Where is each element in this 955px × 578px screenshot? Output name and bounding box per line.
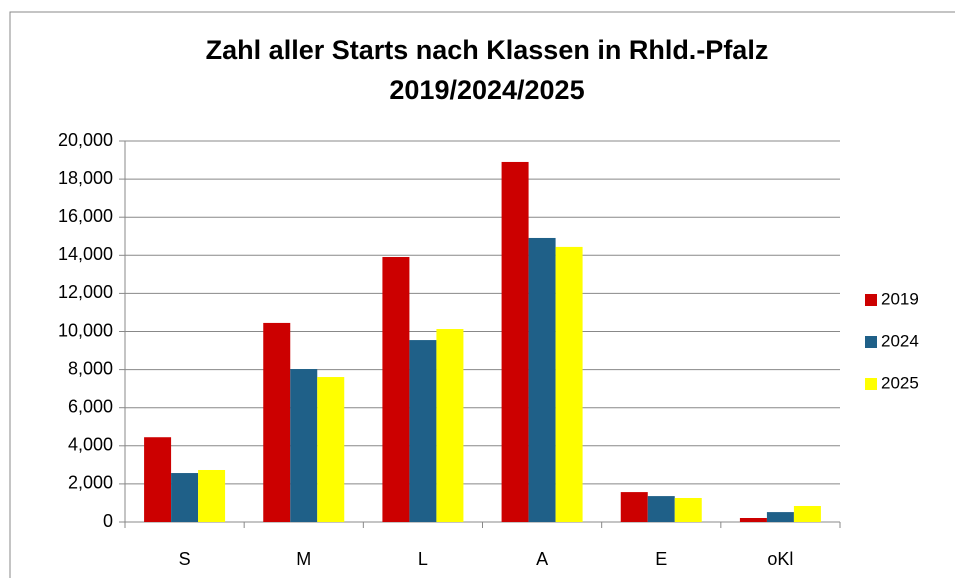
bar (382, 257, 410, 522)
y-tick-label: 2,000 (68, 473, 113, 493)
bar (766, 512, 794, 522)
y-tick-label: 16,000 (58, 206, 113, 226)
y-tick-label: 14,000 (58, 244, 113, 264)
x-tick-label: S (179, 549, 191, 569)
bar (409, 340, 437, 522)
y-tick-label: 20,000 (58, 130, 113, 150)
x-tick-label: E (655, 549, 667, 569)
y-tick-label: 18,000 (58, 168, 113, 188)
y-tick-label: 12,000 (58, 282, 113, 302)
bar (290, 369, 318, 522)
bar (739, 517, 767, 522)
bar (555, 246, 583, 522)
bar (647, 496, 675, 522)
legend-label: 2019 (881, 289, 919, 308)
bar (171, 473, 199, 522)
bar (501, 161, 529, 522)
x-tick-label: L (418, 549, 428, 569)
bar (144, 437, 172, 522)
x-tick-label: oKl (767, 549, 793, 569)
bar (793, 505, 821, 522)
y-tick-label: 0 (103, 511, 113, 531)
y-tick-label: 10,000 (58, 320, 113, 340)
x-tick-label: A (536, 549, 548, 569)
legend-swatch (865, 378, 877, 390)
y-tick-label: 8,000 (68, 358, 113, 378)
legend-label: 2024 (881, 331, 919, 350)
y-tick-label: 6,000 (68, 396, 113, 416)
legend-swatch (865, 294, 877, 306)
bar (528, 237, 556, 523)
chart-title: Zahl aller Starts nach Klassen in Rhld.-… (206, 35, 769, 65)
bar (620, 492, 648, 522)
bar (198, 469, 226, 522)
bar (263, 322, 291, 522)
x-tick-label: M (296, 549, 311, 569)
bar (317, 377, 345, 522)
legend-swatch (865, 336, 877, 348)
bar (674, 497, 702, 522)
legend-label: 2025 (881, 373, 919, 392)
chart-title: 2019/2024/2025 (389, 75, 584, 105)
y-tick-label: 4,000 (68, 435, 113, 455)
bar (436, 329, 464, 522)
